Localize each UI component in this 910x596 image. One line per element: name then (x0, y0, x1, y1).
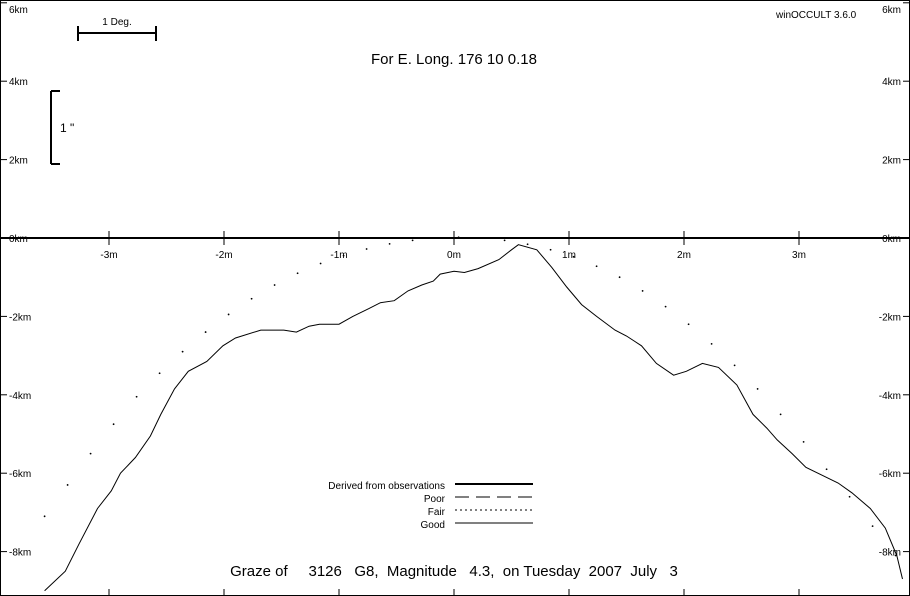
legend: Derived from observations Poor Fair Good (328, 481, 533, 531)
series-fair-point-29 (710, 342, 713, 345)
y-tick-label-right-0: 6km (882, 5, 901, 16)
y-tick-label-right-2: 2km (882, 156, 901, 167)
y-tick-label-left-6: -6km (9, 469, 31, 480)
series-fair-point-35 (848, 495, 851, 498)
series-fair-point-31 (756, 388, 759, 390)
series-fair-point-20 (503, 239, 506, 242)
app-version-label: winOCCULT 3.6.0 (775, 10, 857, 21)
y-tick-label-left-5: -4km (9, 391, 31, 402)
legend-label-fair: Fair (428, 507, 446, 518)
x-tick-label-6: 3m (792, 250, 806, 261)
arcsec-scale-bar: 1 " (50, 90, 74, 165)
degree-scale-label: 1 Deg. (102, 17, 131, 28)
series-fair-point-10 (273, 284, 276, 286)
series-fair-point-7 (204, 331, 207, 333)
series-fair-point-9 (250, 297, 253, 300)
y-tick-label-right-4: -2km (879, 312, 901, 323)
series-fair-point-1 (66, 484, 69, 486)
series-fair-point-22 (549, 248, 552, 251)
y-tick-label-right-3: 0km (882, 234, 901, 245)
series-fair-point-25 (618, 276, 621, 279)
y-tick-label-left-7: -8km (9, 548, 31, 559)
series-fair-point-28 (687, 323, 690, 326)
series-fair-point-32 (779, 413, 782, 416)
series-fair-point-33 (802, 440, 805, 443)
profile-series (43, 236, 903, 592)
series-fair-point-4 (135, 395, 138, 398)
series-fair-point-17 (434, 237, 437, 239)
legend-label-derived: Derived from observations (328, 481, 445, 492)
x-tick-label-0: -3m (100, 250, 117, 261)
legend-label-poor: Poor (424, 494, 446, 505)
y-tick-label-left-3: 0km (9, 234, 28, 245)
x-tick-label-5: 2m (677, 250, 691, 261)
series-fair-point-18 (457, 236, 460, 239)
y-tick-label-left-1: 4km (9, 77, 28, 88)
arcsec-scale-label: 1 " (60, 121, 74, 135)
series-fair-point-3 (112, 423, 115, 426)
series-fair-point-34 (825, 468, 828, 471)
graze-title: Graze of 3126 G8, Magnitude 4.3, on Tues… (230, 563, 678, 580)
x-tick-label-4: 1m (562, 250, 576, 261)
y-tick-label-left-4: -2km (9, 312, 31, 323)
series-fair-point-2 (89, 452, 92, 455)
series-fair-point-36 (871, 525, 874, 528)
series-fair-point-15 (388, 242, 391, 245)
y-tick-label-right-7: -8km (879, 548, 901, 559)
series-fair-point-30 (733, 364, 736, 367)
header-longitude: For E. Long. 176 10 0.18 (371, 51, 537, 68)
series-fair-point-37 (894, 554, 897, 557)
series-fair-point-23 (572, 255, 575, 258)
x-tick-label-1: -2m (215, 250, 232, 261)
series-fair-point-8 (227, 313, 230, 316)
series-fair-point-19 (480, 237, 483, 239)
y-tick-label-right-1: 4km (882, 77, 901, 88)
y-tick-label-left-2: 2km (9, 156, 28, 167)
y-tick-label-right-6: -6km (879, 469, 901, 480)
degree-scale-bar: 1 Deg. (77, 17, 157, 41)
legend-label-good: Good (421, 520, 445, 531)
series-fair-point-6 (181, 350, 184, 353)
series-fair-point-5 (158, 372, 161, 375)
series-fair-point-0 (43, 515, 46, 518)
series-fair-point-27 (664, 305, 667, 308)
x-tick-label-3: 0m (447, 250, 461, 261)
series-good-line (44, 244, 903, 592)
y-tick-label-left-0: 6km (9, 5, 28, 16)
series-fair-point-12 (319, 262, 322, 265)
series-fair-point-21 (526, 243, 529, 246)
x-tick-label-2: -1m (330, 250, 347, 261)
series-fair-point-24 (595, 265, 598, 268)
series-fair-point-26 (641, 290, 644, 292)
y-tick-label-right-5: -4km (879, 391, 901, 402)
series-fair-point-11 (296, 272, 299, 275)
series-fair-point-16 (411, 239, 414, 242)
series-fair-point-13 (342, 254, 345, 257)
series-fair-point-14 (365, 248, 368, 250)
